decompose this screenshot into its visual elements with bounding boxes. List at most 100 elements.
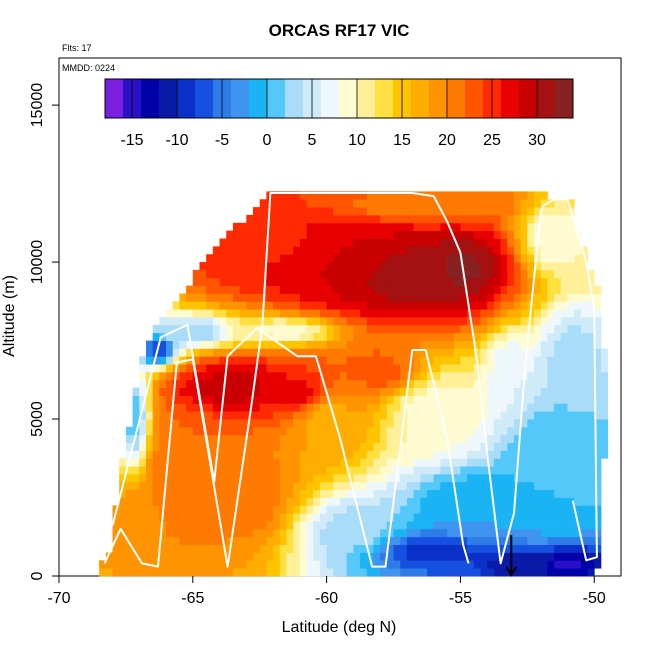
heatmap-cell: [226, 364, 234, 373]
heatmap-cell: [413, 364, 421, 373]
heatmap-cell: [453, 340, 461, 349]
heatmap-cell: [286, 230, 294, 239]
heatmap-cell: [199, 426, 207, 436]
heatmap-cell: [319, 317, 328, 326]
heatmap-cell: [500, 214, 508, 224]
heatmap-cell: [259, 536, 267, 546]
heatmap-cell: [273, 332, 281, 341]
heatmap-cell: [453, 458, 461, 467]
heatmap-cell: [293, 356, 301, 365]
heatmap-cell: [313, 309, 321, 318]
heatmap-cell: [286, 481, 294, 491]
heatmap-cell: [513, 395, 522, 404]
flights-annotation: Flts: 17: [62, 43, 92, 53]
heatmap-cell: [333, 466, 341, 475]
heatmap-cell: [406, 207, 414, 216]
heatmap-cell: [520, 214, 528, 224]
heatmap-cell: [447, 552, 455, 561]
heatmap-cell: [406, 191, 414, 200]
heatmap-cell: [306, 544, 314, 553]
x-tick-label: -55: [449, 590, 472, 607]
heatmap-cell: [172, 528, 180, 538]
heatmap-cell: [166, 544, 174, 553]
heatmap-cell: [520, 293, 528, 302]
heatmap-cell: [293, 254, 301, 263]
heatmap-cell: [373, 379, 381, 389]
heatmap-cell: [520, 552, 528, 561]
heatmap-cell: [487, 450, 495, 459]
heatmap-cell: [426, 497, 435, 506]
heatmap-cell: [527, 489, 535, 498]
heatmap-cell: [346, 340, 354, 349]
heatmap-cell: [580, 528, 588, 538]
heatmap-cell: [159, 364, 167, 373]
heatmap-cell: [360, 191, 368, 200]
heatmap-cell: [246, 230, 254, 239]
heatmap-cell: [447, 528, 455, 538]
heatmap-cell: [574, 403, 582, 412]
heatmap-cell: [340, 246, 348, 255]
heatmap-cell: [246, 379, 254, 389]
heatmap-cell: [433, 379, 441, 389]
heatmap-cell: [319, 450, 328, 459]
heatmap-cell: [467, 513, 475, 522]
heatmap-cell: [386, 403, 394, 412]
heatmap-cell: [433, 191, 441, 200]
heatmap-cell: [487, 222, 495, 232]
heatmap-cell: [567, 340, 575, 349]
heatmap-cell: [480, 293, 488, 302]
heatmap-cell: [313, 568, 321, 577]
heatmap-cell: [326, 497, 334, 506]
heatmap-cell: [540, 199, 548, 208]
heatmap-cell: [513, 528, 522, 538]
heatmap-cell: [386, 419, 394, 428]
heatmap-cell: [199, 403, 207, 412]
heatmap-cell: [219, 434, 227, 443]
heatmap-cell: [440, 466, 448, 475]
heatmap-cell: [460, 356, 468, 365]
heatmap-cell: [152, 505, 160, 514]
heatmap-cell: [199, 285, 207, 294]
heatmap-cell: [306, 513, 314, 522]
heatmap-cell: [513, 199, 522, 208]
heatmap-cell: [453, 473, 461, 483]
heatmap-cell: [353, 238, 361, 247]
heatmap-cell: [326, 277, 334, 287]
colorbar-swatch: [321, 79, 340, 118]
heatmap-cell: [413, 246, 421, 255]
heatmap-cell: [440, 481, 448, 491]
heatmap-cell: [400, 560, 408, 569]
heatmap-cell: [493, 434, 501, 443]
heatmap-cell: [480, 536, 488, 546]
heatmap-cell: [166, 521, 174, 530]
heatmap-cell: [560, 434, 568, 443]
heatmap-cell: [587, 379, 595, 389]
heatmap-cell: [540, 356, 548, 365]
heatmap-cell: [420, 222, 428, 232]
heatmap-cell: [447, 254, 455, 263]
heatmap-cell: [527, 450, 535, 459]
heatmap-cell: [239, 442, 247, 451]
heatmap-cell: [393, 536, 401, 546]
heatmap-cell: [547, 481, 555, 491]
heatmap-cell: [380, 207, 388, 216]
heatmap-cell: [179, 387, 187, 396]
heatmap-cell: [493, 513, 501, 522]
heatmap-cell: [480, 466, 488, 475]
heatmap-cell: [447, 419, 455, 428]
heatmap-cell: [493, 458, 501, 467]
heatmap-cell: [159, 356, 167, 365]
heatmap-cell: [139, 395, 147, 404]
heatmap-cell: [319, 481, 328, 491]
heatmap-cell: [166, 497, 174, 506]
heatmap-cell: [112, 560, 120, 569]
heatmap-cell: [293, 505, 301, 514]
heatmap-cell: [239, 340, 247, 349]
heatmap-cell: [460, 222, 468, 232]
heatmap-cell: [179, 403, 187, 412]
heatmap-cell: [420, 269, 428, 279]
heatmap-cell: [299, 356, 307, 365]
heatmap-cell: [467, 379, 475, 389]
heatmap-cell: [199, 340, 207, 349]
heatmap-cell: [460, 419, 468, 428]
